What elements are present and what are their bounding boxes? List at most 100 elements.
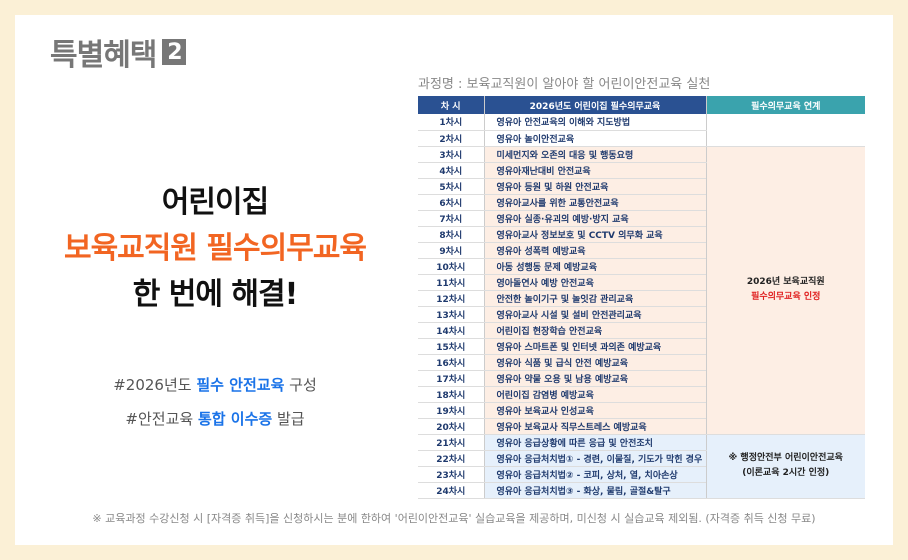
table-row: 8차시 영유아교사 정보보호 및 CCTV 의무화 교육	[418, 226, 865, 243]
session-cell: 9차시	[418, 242, 484, 259]
header-session: 차 시	[418, 96, 484, 114]
course-cell: 영유아 실종·유괴의 예방·방지 교육	[483, 210, 706, 227]
course-cell: 영유아 보육교사 직무스트레스 예방교육	[483, 418, 706, 435]
table-row: 2차시 영유아 놀이안전교육	[418, 130, 865, 147]
session-cell: 19차시	[418, 402, 484, 419]
session-cell: 23차시	[418, 466, 484, 483]
table-row: 11차시 영아돌연사 예방 안전교육	[418, 274, 865, 291]
course-cell: 아동 성행동 문제 예방교육	[483, 258, 706, 275]
curriculum-table: 차 시 2026년도 어린이집 필수의무교육 필수의무교육 연계 1차시 영유아 안전…	[418, 96, 865, 499]
headline-line2: 보육교직원 필수의무교육	[63, 231, 367, 266]
course-cell: 영유아 보육교사 인성교육	[483, 402, 706, 419]
table-row: 15차시 영유아 스마트폰 및 인터넷 과의존 예방교육	[418, 338, 865, 355]
tag-text: 발급	[272, 410, 305, 428]
tag-text: #2026년도	[113, 376, 197, 394]
course-cell: 영유아교사를 위한 교통안전교육	[483, 194, 706, 211]
course-cell: 어린이집 현장학습 안전교육	[483, 322, 706, 339]
course-cell: 영유아재난대비 안전교육	[483, 162, 706, 179]
table-row: 19차시 영유아 보육교사 인성교육	[418, 402, 865, 419]
session-cell: 15차시	[418, 338, 484, 355]
session-cell: 14차시	[418, 322, 484, 339]
footnote: ※ 교육과정 수강신청 시 [자격증 취득]을 신청하시는 분에 한하여 '어린…	[92, 512, 816, 525]
course-cell: 영유아 응급처치법① - 경련, 이물질, 기도가 막힌 경우	[483, 450, 706, 467]
title-text: 특별혜택	[50, 38, 157, 73]
table-row: 13차시 영유아교사 시설 및 설비 안전관리교육	[418, 306, 865, 323]
table-row: 12차시 안전한 놀이기구 및 놀잇감 관리교육	[418, 290, 865, 307]
course-cell: 영유아 응급상황에 따른 응급 및 안전조치	[483, 434, 706, 451]
table-row: 4차시 영유아재난대비 안전교육	[418, 162, 865, 179]
table-row: 5차시 영유아 등원 및 하원 안전교육	[418, 178, 865, 195]
course-cell: 영유아 식품 및 급식 안전 예방교육	[483, 354, 706, 371]
session-cell: 13차시	[418, 306, 484, 323]
table-row: 22차시 영유아 응급처치법① - 경련, 이물질, 기도가 막힌 경우	[418, 450, 865, 467]
course-name: 과정명 : 보육교직원이 알아야 할 어린이안전교육 실천	[418, 77, 711, 92]
table-row: 7차시 영유아 실종·유괴의 예방·방지 교육	[418, 210, 865, 227]
session-cell: 16차시	[418, 354, 484, 371]
table-row: 17차시 영유아 약물 오용 및 남용 예방교육	[418, 370, 865, 387]
headline-line3: 한 번에 해결!	[132, 277, 299, 312]
tag-text: #안전교육	[125, 410, 198, 428]
tags: #2026년도 필수 안전교육 구성 #안전교육 통합 이수증 발급	[30, 368, 400, 436]
course-cell: 영유아 약물 오용 및 남용 예방교육	[483, 370, 706, 387]
table-row: 16차시 영유아 식품 및 급식 안전 예방교육	[418, 354, 865, 371]
link-text: 2026년 보육교직원	[746, 277, 825, 287]
course-cell: 영유아 성폭력 예방교육	[483, 242, 706, 259]
session-cell: 17차시	[418, 370, 484, 387]
session-cell: 21차시	[418, 434, 484, 451]
course-cell: 안전한 놀이기구 및 놀잇감 관리교육	[483, 290, 706, 307]
session-cell: 20차시	[418, 418, 484, 435]
table-row: 14차시 어린이집 현장학습 안전교육	[418, 322, 865, 339]
table-row: 18차시 어린이집 감염병 예방교육	[418, 386, 865, 403]
course-cell: 영유아 스마트폰 및 인터넷 과의존 예방교육	[483, 338, 706, 355]
session-cell: 18차시	[418, 386, 484, 403]
session-cell: 1차시	[418, 114, 484, 131]
course-cell: 영아돌연사 예방 안전교육	[483, 274, 706, 291]
number-badge: 2	[162, 39, 187, 65]
header-link: 필수의무교육 연계	[705, 96, 865, 114]
tag-text: 구성	[284, 376, 317, 394]
tag-highlight: 통합 이수증	[197, 410, 273, 428]
course-cell: 영유아 안전교육의 이해와 지도방법	[483, 114, 706, 131]
link-cell-safety: ※ 행정안전부 어린이안전교육 (이론교육 2시간 인정)	[705, 434, 865, 499]
session-cell: 7차시	[418, 210, 484, 227]
table-row: 6차시 영유아교사를 위한 교통안전교육	[418, 194, 865, 211]
table-row: 20차시 영유아 보육교사 직무스트레스 예방교육	[418, 418, 865, 435]
headline-line1: 어린이집	[161, 185, 269, 220]
tag-highlight: 필수 안전교육	[196, 376, 285, 394]
tag-1: #2026년도 필수 안전교육 구성	[30, 368, 400, 402]
table-row: 9차시 영유아 성폭력 예방교육	[418, 242, 865, 259]
course-cell: 어린이집 감염병 예방교육	[483, 386, 706, 403]
header-course: 2026년도 어린이집 필수의무교육	[483, 96, 706, 114]
table-row: 23차시 영유아 응급처치법② - 코피, 상처, 열, 치아손상	[418, 466, 865, 483]
course-cell: 영유아 응급처치법② - 코피, 상처, 열, 치아손상	[483, 466, 706, 483]
table-row: 3차시 미세먼지와 오존의 대응 및 행동요령 2026년 보육교직원 필수의무교육 …	[418, 146, 865, 435]
course-cell: 영유아 등원 및 하원 안전교육	[483, 178, 706, 195]
link-cell-empty	[705, 114, 865, 147]
table-row: 24차시 영유아 응급처치법③ - 화상, 물림, 골절&탈구	[418, 482, 865, 499]
session-cell: 4차시	[418, 162, 484, 179]
tag-2: #안전교육 통합 이수증 발급	[30, 402, 400, 436]
session-cell: 22차시	[418, 450, 484, 467]
course-cell: 영유아교사 정보보호 및 CCTV 의무화 교육	[483, 226, 706, 243]
table-row: 21차시 영유아 응급상황에 따른 응급 및 안전조치 ※ 행정안전부 어린이안전교…	[418, 434, 865, 499]
course-cell: 영유아 응급처치법③ - 화상, 물림, 골절&탈구	[483, 482, 706, 499]
section-title: 특별혜택 2	[50, 30, 187, 74]
link-highlight: 필수의무교육 인정	[751, 292, 821, 302]
session-cell: 11차시	[418, 274, 484, 291]
course-cell: 영유아교사 시설 및 설비 안전관리교육	[483, 306, 706, 323]
link-text: ※ 행정안전부 어린이안전교육	[728, 453, 843, 463]
session-cell: 6차시	[418, 194, 484, 211]
course-cell: 미세먼지와 오존의 대응 및 행동요령	[483, 146, 706, 163]
session-cell: 3차시	[418, 146, 484, 163]
headline: 어린이집 보육교직원 필수의무교육 한 번에 해결!	[30, 180, 400, 318]
session-cell: 8차시	[418, 226, 484, 243]
session-cell: 12차시	[418, 290, 484, 307]
session-cell: 10차시	[418, 258, 484, 275]
session-cell: 24차시	[418, 482, 484, 499]
link-text: (이론교육 2시간 인정)	[742, 468, 830, 478]
session-cell: 5차시	[418, 178, 484, 195]
course-cell: 영유아 놀이안전교육	[483, 130, 706, 147]
table-row: 1차시 영유아 안전교육의 이해와 지도방법	[418, 114, 865, 147]
table-row: 10차시 아동 성행동 문제 예방교육	[418, 258, 865, 275]
